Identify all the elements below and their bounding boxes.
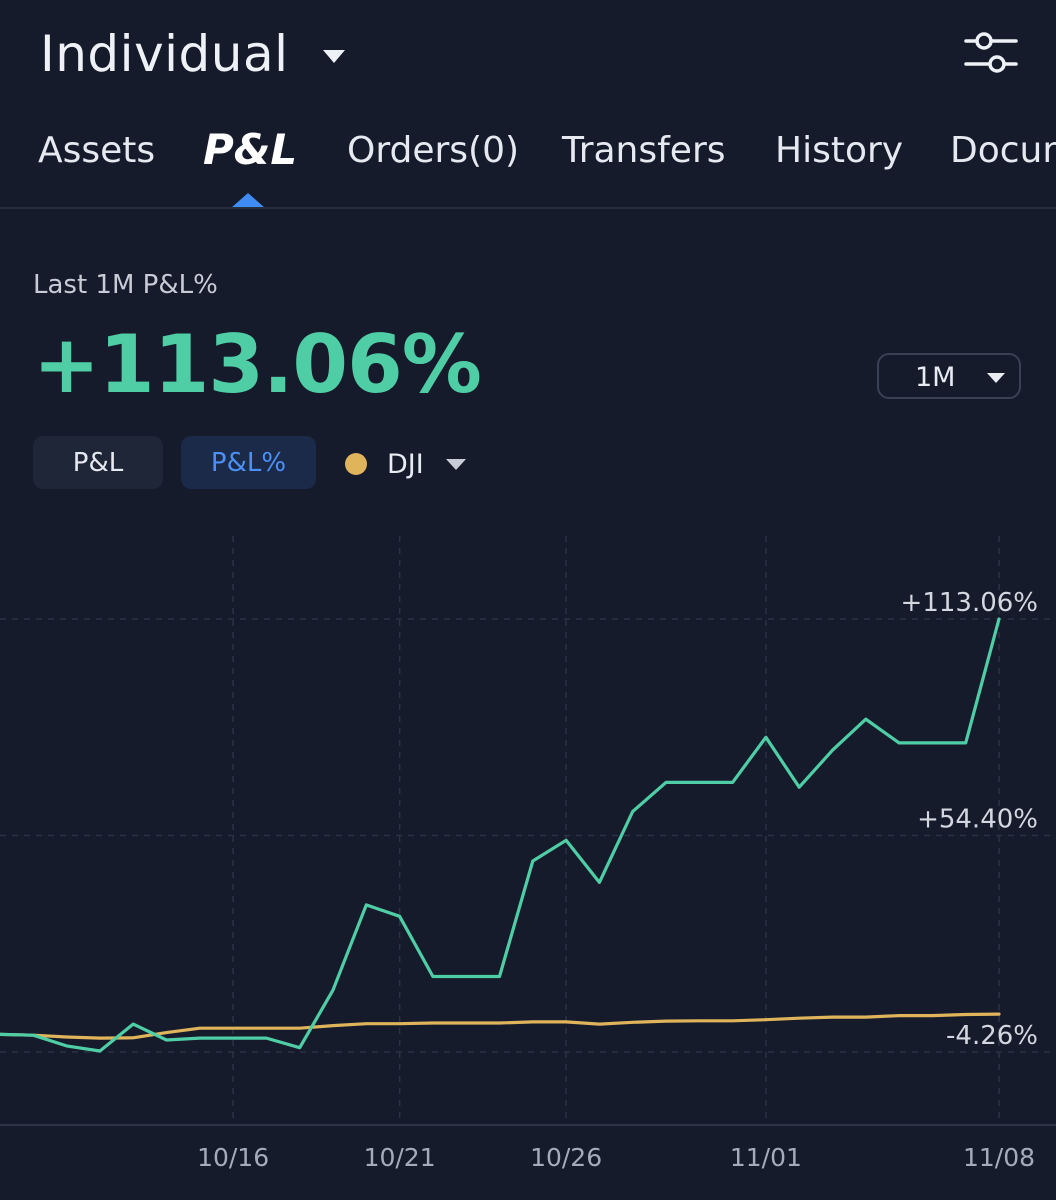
tab-transfers[interactable]: Transfers [562,130,726,171]
tab-documents[interactable]: Documents [950,130,1056,171]
header: Individual [0,0,1056,110]
x-tick-label: 10/21 [364,1143,436,1172]
range-select[interactable]: 1M [877,353,1021,399]
tab-orders[interactable]: Orders(0) [347,130,520,171]
account-name: Individual [40,25,289,83]
tab-bar: Assets P&L Orders(0) Transfers History D… [0,115,1056,209]
caret-down-icon [322,49,345,63]
tabs-divider [0,207,1056,209]
tab-assets[interactable]: Assets [38,130,156,171]
account-selector[interactable]: Individual [40,22,345,86]
caret-down-icon [445,458,466,470]
pnl-percent-series-line [0,617,1001,1053]
x-tick-label: 10/26 [530,1143,602,1172]
summary-value: +113.06% [33,318,482,411]
dji-series-line [0,1012,1001,1040]
range-select-value: 1M [915,362,956,393]
y-tick-label: +113.06% [901,588,1038,618]
benchmark-label: DJI [387,448,424,480]
summary-label: Last 1M P&L% [33,270,218,300]
tab-pnl[interactable]: P&L [203,125,298,174]
sliders-icon[interactable] [962,30,1020,76]
caret-down-icon [987,373,1005,383]
pl-percent-toggle-button[interactable]: P&L% [181,436,316,489]
benchmark-dot-icon [345,453,367,475]
x-tick-label: 11/08 [963,1143,1035,1172]
pl-toggle-button[interactable]: P&L [33,436,163,489]
y-tick-label: -4.26% [946,1021,1038,1051]
active-tab-indicator [231,193,265,208]
x-tick-label: 11/01 [730,1143,802,1172]
tab-history[interactable]: History [775,130,904,171]
x-tick-label: 10/16 [197,1143,269,1172]
y-tick-label: +54.40% [917,805,1038,835]
benchmark-selector[interactable]: DJI [345,446,466,482]
